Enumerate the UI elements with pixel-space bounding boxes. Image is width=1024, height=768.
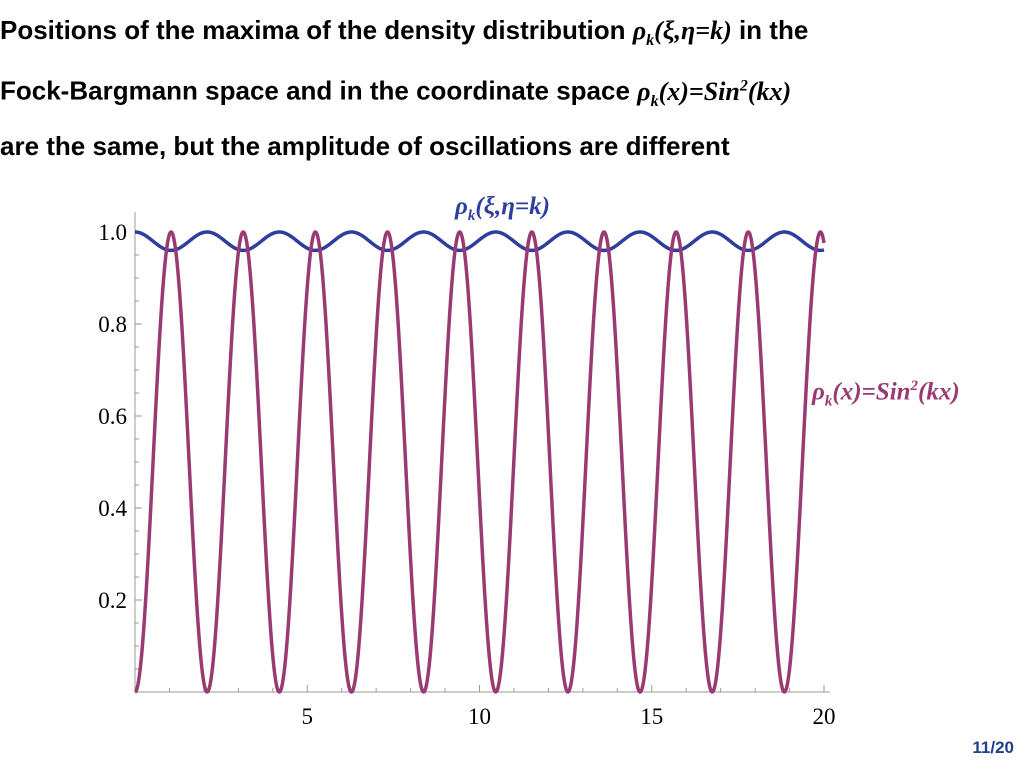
x-tick-label: 5: [302, 704, 314, 729]
y-tick-label: 0.2: [98, 588, 127, 613]
title-line-1: Positions of the maxima of the density d…: [0, 15, 809, 50]
y-tick-label: 0.6: [98, 404, 127, 429]
y-tick-label: 0.8: [98, 312, 127, 337]
series-line-fock-bargmann: [133, 230, 826, 253]
page-number: 11/20: [972, 738, 1014, 757]
slide-title: Positions of the maxima of the density d…: [0, 8, 1024, 169]
y-tick-label: 1.0: [98, 220, 127, 245]
series-label-fock-bargmann: ρk(ξ,η=k): [455, 193, 550, 224]
series-line-coordinate: [133, 230, 826, 694]
chart-curves: [133, 230, 826, 694]
x-tick-label: 10: [468, 704, 491, 729]
y-tick-label: 0.4: [98, 496, 127, 521]
x-tick-label: 15: [640, 704, 663, 729]
x-tick-label: 20: [813, 704, 836, 729]
series-label-coordinate: ρk(x)=Sin2(kx): [812, 378, 960, 410]
title-line-3: are the same, but the amplitude of oscil…: [0, 131, 730, 162]
title-line-2: Fock-Bargmann space and in the coordinat…: [0, 75, 792, 111]
